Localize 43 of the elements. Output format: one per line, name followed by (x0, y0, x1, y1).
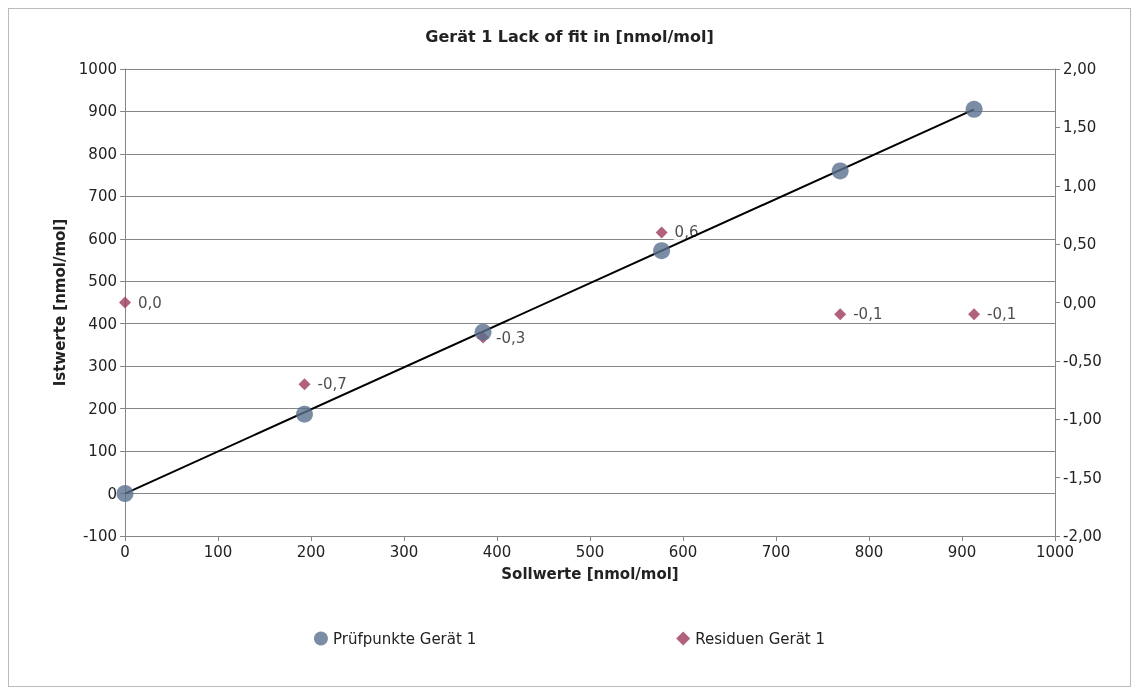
y2-tick-label: 1,00 (1063, 176, 1097, 195)
y-tick-label: 300 (88, 357, 117, 376)
y-tick-label: 800 (88, 144, 117, 163)
x-tick-label: 100 (203, 542, 233, 561)
y-tick-label: 600 (88, 229, 117, 248)
data-label: -0,1 (853, 305, 883, 324)
x-tick-label: 300 (389, 542, 419, 561)
legend-label: Residuen Gerät 1 (695, 629, 826, 648)
x-tick-label: 1000 (1035, 542, 1075, 561)
data-label: 0,0 (138, 293, 162, 312)
y-tick-label: 1000 (78, 60, 117, 78)
x-tick-label: 600 (668, 542, 698, 561)
y2-tick-label: 1,50 (1063, 118, 1097, 137)
y2-tick-label: 0,50 (1063, 235, 1097, 254)
y-tick-label: -100 (82, 527, 117, 545)
x-tick-label: 200 (296, 542, 326, 561)
y2-tick-label: -0,50 (1063, 351, 1102, 370)
legend-label: Prüfpunkte Gerät 1 (332, 629, 477, 648)
y2-tick-label: -2,00 (1063, 527, 1102, 545)
data-label: -0,1 (987, 305, 1017, 324)
x-tick-label: 400 (482, 542, 512, 561)
data-label: -0,3 (496, 328, 526, 347)
chart-title: Gerät 1 Lack of fit in [nmol/mol] (425, 26, 714, 46)
y-tick-label: 500 (88, 272, 117, 291)
y-tick-label: 0 (107, 484, 117, 503)
data-label: -0,7 (317, 375, 347, 394)
y2-tick-label: -1,50 (1063, 468, 1102, 487)
y-tick-label: 400 (88, 314, 117, 333)
data-label: 0,6 (674, 223, 699, 242)
y2-tick-label: 2,00 (1063, 60, 1097, 78)
y-axis-title: Istwerte [nmol/mol] (51, 218, 70, 387)
x-tick-label: 500 (575, 542, 605, 561)
x-tick-label: 800 (854, 542, 884, 561)
y-tick-label: 900 (88, 102, 117, 121)
x-tick-label: 0 (120, 542, 130, 561)
y-tick-label: 700 (88, 187, 117, 206)
x-tick-label: 900 (947, 542, 977, 561)
x-tick-label: 700 (761, 542, 791, 561)
y-tick-label: 200 (88, 399, 117, 418)
y2-tick-label: -1,00 (1063, 410, 1102, 429)
y2-tick-label: 0,00 (1063, 293, 1097, 312)
y-tick-label: 100 (88, 442, 117, 461)
x-axis-title: Sollwerte [nmol/mol] (501, 564, 679, 583)
